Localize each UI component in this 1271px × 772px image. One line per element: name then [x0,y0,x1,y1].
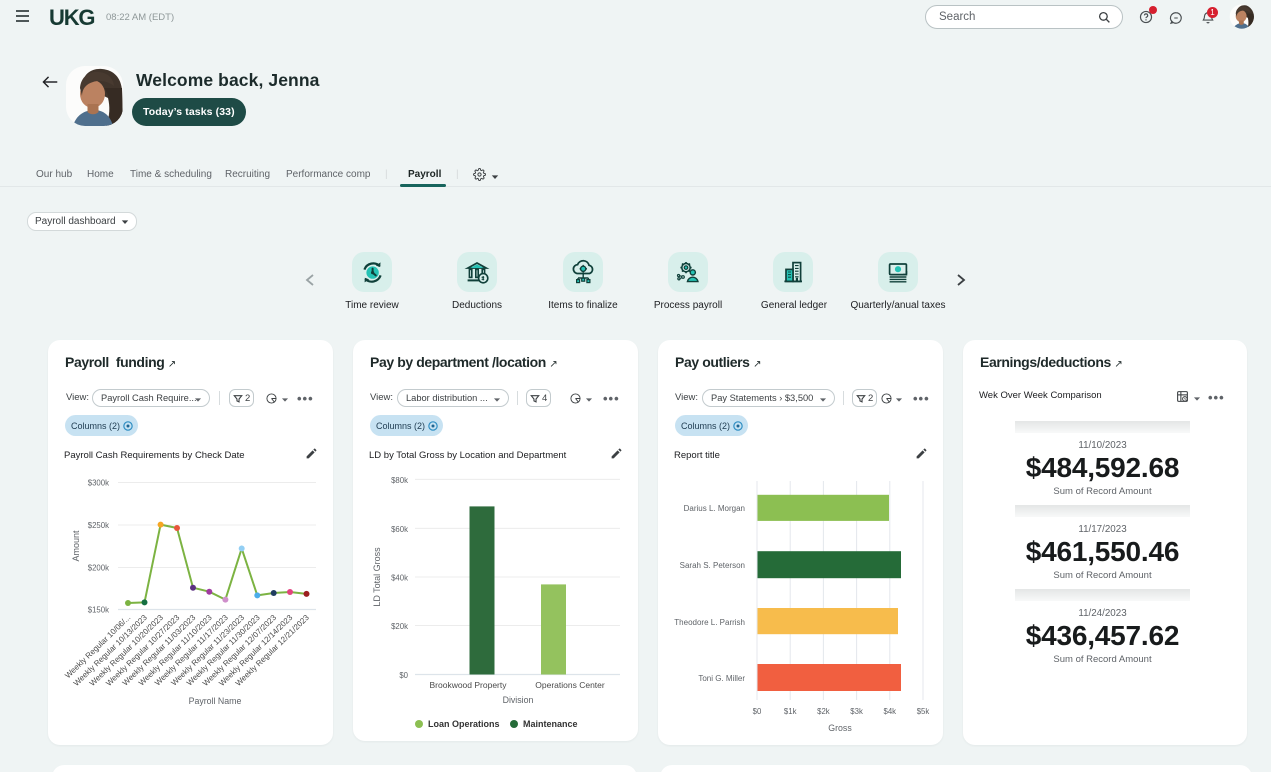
svg-text:Maintenance: Maintenance [523,719,578,729]
svg-text:$2k: $2k [817,707,830,716]
svg-text:Sarah S. Peterson: Sarah S. Peterson [680,561,745,570]
svg-text:Toni G. Miller: Toni G. Miller [698,674,745,683]
svg-text:Brookwood Property: Brookwood Property [429,680,507,690]
svg-text:Loan Operations: Loan Operations [428,719,500,729]
svg-text:Darius L. Morgan: Darius L. Morgan [684,504,745,513]
svg-text:LD Total Gross: LD Total Gross [372,547,382,607]
svg-text:$1k: $1k [784,707,797,716]
svg-text:$3k: $3k [850,707,863,716]
svg-text:$80k: $80k [391,476,408,485]
svg-text:Payroll Name: Payroll Name [189,696,242,706]
svg-text:Gross: Gross [828,723,852,733]
svg-text:$40k: $40k [391,574,408,583]
svg-text:$0: $0 [399,671,408,680]
svg-text:$200k: $200k [88,564,109,573]
svg-text:$0: $0 [753,707,762,716]
svg-text:Amount: Amount [71,530,81,562]
svg-text:Operations Center: Operations Center [535,680,605,690]
svg-text:$5k: $5k [917,707,930,716]
svg-text:$4k: $4k [884,707,897,716]
svg-text:$250k: $250k [88,521,109,530]
svg-text:Theodore L. Parrish: Theodore L. Parrish [674,618,745,627]
svg-text:$300k: $300k [88,479,109,488]
svg-text:$60k: $60k [391,525,408,534]
svg-text:Division: Division [503,695,534,705]
svg-text:$150k: $150k [88,606,109,615]
svg-text:$20k: $20k [391,622,408,631]
